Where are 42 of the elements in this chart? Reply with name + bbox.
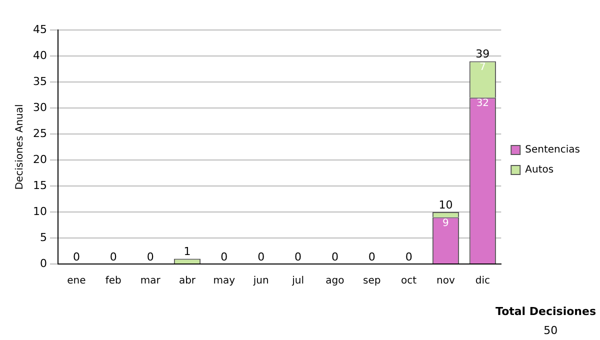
total-label: 10 — [438, 198, 453, 212]
x-tick-label: dic — [475, 276, 490, 287]
x-tick-label: ago — [326, 276, 344, 287]
data-label: 7 — [479, 62, 486, 73]
y-axis-title: Decisiones Anual — [14, 104, 26, 190]
data-label: 32 — [476, 98, 490, 110]
total-label: 0 — [110, 250, 117, 264]
x-tick-label: mar — [140, 276, 162, 287]
total-label: 0 — [331, 250, 338, 264]
total-label: 39 — [476, 48, 490, 61]
data-label: 9 — [442, 218, 449, 229]
y-tick-label: 0 — [40, 256, 47, 270]
total-label: 1 — [184, 245, 191, 258]
legend-label: Autos — [525, 164, 554, 176]
x-tick-label: jul — [291, 276, 304, 287]
y-tick-label: 10 — [32, 204, 47, 218]
text: 50 — [544, 324, 558, 337]
y-tick-label: 30 — [32, 100, 47, 114]
y-tick-label: 45 — [32, 22, 47, 36]
x-tick-label: oct — [401, 276, 417, 287]
total-label: 0 — [294, 250, 302, 264]
x-tick-label: feb — [105, 276, 122, 287]
y-tick-label: 15 — [32, 178, 47, 192]
x-tick-label: may — [213, 276, 236, 287]
x-tick-label: ene — [67, 276, 86, 287]
text: Total Decisiones — [496, 304, 596, 318]
y-tick-label: 25 — [32, 126, 47, 140]
x-tick-label: abr — [178, 276, 196, 287]
total-label: 0 — [146, 250, 154, 264]
y-tick-label: 35 — [32, 74, 47, 88]
x-tick-label: sep — [363, 276, 381, 287]
x-tick-label: nov — [436, 276, 456, 287]
y-tick-label: 20 — [32, 152, 47, 166]
total-label: 0 — [405, 250, 412, 264]
total-label: 0 — [220, 250, 228, 264]
total-label: 0 — [258, 250, 265, 264]
total-label: 0 — [72, 250, 80, 264]
y-tick-label: 5 — [40, 230, 47, 244]
legend-label: Sentencias — [525, 144, 580, 156]
total-label: 0 — [368, 250, 376, 264]
x-tick-label: jun — [252, 276, 269, 287]
y-tick-label: 40 — [32, 48, 47, 62]
